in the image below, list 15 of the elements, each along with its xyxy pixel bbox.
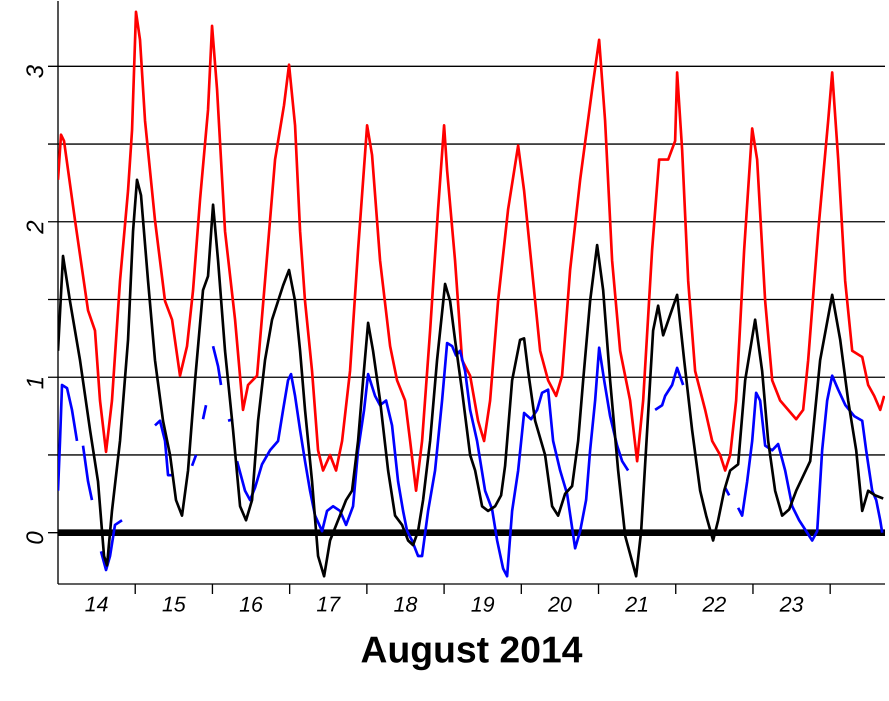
y-tick-label: 0 [26, 532, 44, 544]
x-axis-title: August 2014 [361, 636, 582, 670]
x-tick-label: 17 [316, 596, 341, 612]
x-tick-label: 19 [471, 596, 494, 612]
y-tick-label: 3 [26, 65, 44, 78]
x-tick-label: 16 [240, 596, 263, 612]
y-tick-label: 1 [26, 378, 44, 389]
x-tick-label: 18 [394, 596, 418, 612]
x-tick-label: 21 [625, 596, 648, 612]
x-tick-label: 20 [548, 596, 572, 612]
x-tick-label: 15 [162, 596, 186, 612]
x-tick-label: 22 [702, 596, 726, 612]
y-tick-label: 2 [26, 220, 44, 234]
x-tick-label: 23 [780, 596, 804, 612]
x-tick-label: 14 [85, 596, 108, 612]
